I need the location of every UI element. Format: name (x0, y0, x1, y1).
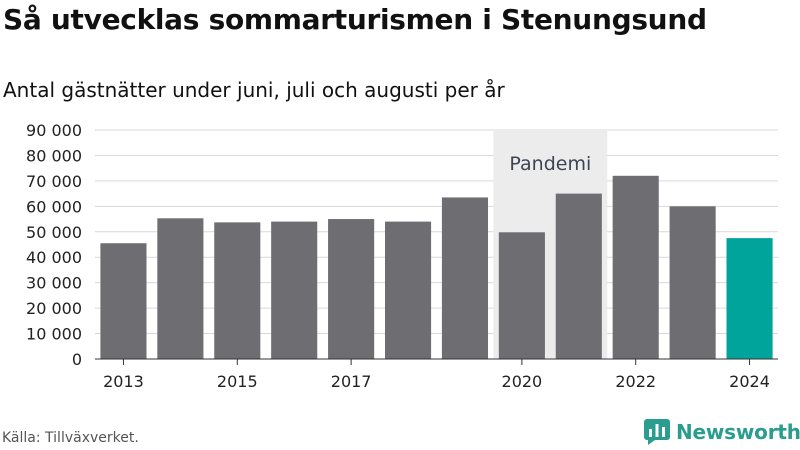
x-tick-label: 2024 (729, 372, 770, 391)
x-tick-label: 2022 (615, 372, 656, 391)
y-tick-label: 20 000 (26, 299, 82, 318)
y-tick-label: 40 000 (26, 248, 82, 267)
chart-subtitle: Antal gästnätter under juni, juli och au… (3, 78, 505, 102)
bar-2015 (214, 222, 261, 359)
y-tick-label: 10 000 (26, 325, 82, 344)
bar-2021 (555, 193, 602, 359)
brand-name: Newsworthy (676, 420, 800, 444)
brand-logo: Newsworthy (644, 419, 800, 445)
bars (100, 175, 773, 359)
annotation-label: Pandemi (509, 153, 591, 175)
bar-2024 (726, 238, 773, 359)
grid-lines (95, 129, 778, 360)
bar-2013 (100, 243, 147, 359)
y-tick-label: 30 000 (26, 274, 82, 293)
source-note: Källa: Tillväxverket. (2, 430, 139, 446)
bar-2016 (271, 221, 318, 359)
y-tick-label: 60 000 (26, 197, 82, 216)
y-tick-label: 70 000 (26, 172, 82, 191)
bar-2014 (157, 218, 204, 359)
x-tick-label: 2017 (331, 372, 372, 391)
chart-title: Så utvecklas sommarturismen i Stenungsun… (3, 3, 707, 36)
y-tick-label: 90 000 (26, 121, 82, 140)
x-axis: 2013 2015 2017 2020 2022 2024 (95, 358, 778, 391)
bar-2020 (498, 232, 545, 359)
x-tick-label: 2015 (217, 372, 258, 391)
y-axis: 0 10 000 20 000 30 000 40 000 50 000 60 000 70 … (26, 121, 82, 369)
x-tick-label: 2013 (103, 372, 144, 391)
bar-2023 (669, 206, 716, 359)
bar-2017 (328, 219, 375, 359)
annotation: Pandemi (509, 153, 591, 175)
bar-2019 (441, 197, 489, 359)
y-tick-label: 0 (72, 350, 82, 369)
x-tick-label: 2020 (502, 372, 543, 391)
bar-2018 (384, 221, 432, 359)
y-tick-label: 50 000 (26, 223, 82, 242)
bar-2022 (612, 175, 659, 359)
y-tick-label: 80 000 (26, 146, 82, 165)
newsworthy-logo-icon (644, 419, 670, 445)
bar-chart: 0 10 000 20 000 30 000 40 000 50 000 60 000 70 … (26, 121, 778, 391)
